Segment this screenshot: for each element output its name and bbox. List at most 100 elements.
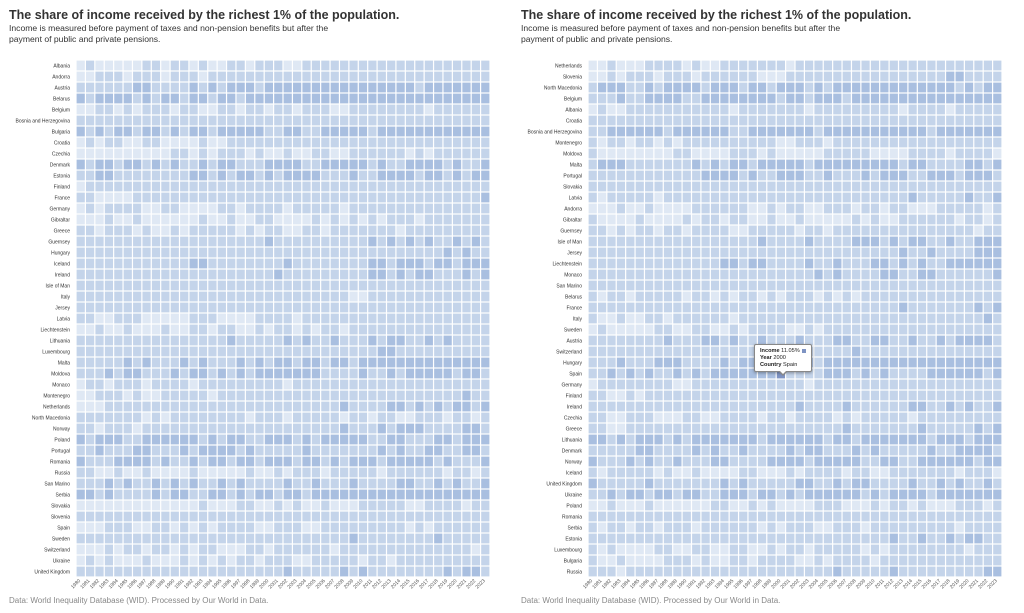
heatmap-cell[interactable] [189, 203, 198, 214]
heatmap-cell[interactable] [645, 137, 654, 148]
heatmap-cell[interactable] [330, 71, 339, 82]
heatmap-cell[interactable] [330, 401, 339, 412]
heatmap-cell[interactable] [293, 511, 302, 522]
heatmap-cell[interactable] [349, 291, 358, 302]
heatmap-cell[interactable] [917, 357, 927, 368]
heatmap-cell[interactable] [598, 247, 607, 258]
heatmap-cell[interactable] [964, 500, 974, 511]
heatmap-cell[interactable] [786, 159, 795, 170]
heatmap-cell[interactable] [236, 456, 245, 467]
heatmap-cell[interactable] [236, 368, 245, 379]
heatmap-cell[interactable] [880, 170, 889, 181]
heatmap-cell[interactable] [302, 104, 311, 115]
heatmap-cell[interactable] [349, 280, 358, 291]
heatmap-cell[interactable] [180, 412, 189, 423]
heatmap-cell[interactable] [227, 71, 236, 82]
heatmap-cell[interactable] [795, 401, 804, 412]
heatmap-cell[interactable] [104, 368, 114, 379]
heatmap-cell[interactable] [692, 379, 701, 390]
heatmap-cell[interactable] [757, 522, 767, 533]
heatmap-cell[interactable] [842, 291, 851, 302]
heatmap-cell[interactable] [227, 115, 236, 126]
heatmap-cell[interactable] [748, 71, 757, 82]
heatmap-cell[interactable] [86, 379, 95, 390]
heatmap-cell[interactable] [293, 467, 302, 478]
heatmap-cell[interactable] [245, 258, 255, 269]
heatmap-cell[interactable] [833, 401, 842, 412]
heatmap-cell[interactable] [86, 390, 95, 401]
heatmap-cell[interactable] [673, 104, 682, 115]
heatmap-cell[interactable] [340, 71, 349, 82]
heatmap-cell[interactable] [311, 192, 321, 203]
heatmap-cell[interactable] [434, 434, 443, 445]
heatmap-cell[interactable] [170, 181, 179, 192]
heatmap-cell[interactable] [692, 291, 701, 302]
heatmap-cell[interactable] [861, 522, 870, 533]
heatmap-cell[interactable] [663, 280, 673, 291]
heatmap-cell[interactable] [682, 544, 691, 555]
heatmap-cell[interactable] [786, 379, 795, 390]
heatmap-cell[interactable] [170, 82, 179, 93]
heatmap-cell[interactable] [993, 203, 1002, 214]
heatmap-cell[interactable] [889, 379, 898, 390]
heatmap-cell[interactable] [616, 478, 626, 489]
heatmap-cell[interactable] [823, 280, 833, 291]
heatmap-cell[interactable] [293, 214, 302, 225]
heatmap-cell[interactable] [842, 346, 851, 357]
heatmap-cell[interactable] [208, 434, 217, 445]
heatmap-cell[interactable] [692, 335, 701, 346]
heatmap-cell[interactable] [302, 401, 311, 412]
heatmap-cell[interactable] [95, 225, 104, 236]
heatmap-cell[interactable] [255, 346, 264, 357]
heatmap-cell[interactable] [434, 368, 443, 379]
heatmap-cell[interactable] [682, 566, 691, 577]
heatmap-cell[interactable] [321, 500, 330, 511]
heatmap-cell[interactable] [302, 489, 311, 500]
heatmap-cell[interactable] [443, 522, 452, 533]
heatmap-cell[interactable] [748, 236, 757, 247]
heatmap-cell[interactable] [368, 357, 377, 368]
heatmap-cell[interactable] [946, 467, 955, 478]
heatmap-cell[interactable] [311, 302, 321, 313]
heatmap-cell[interactable] [936, 137, 945, 148]
heatmap-cell[interactable] [588, 148, 597, 159]
heatmap-cell[interactable] [739, 566, 748, 577]
heatmap-cell[interactable] [434, 115, 443, 126]
heatmap-cell[interactable] [682, 192, 691, 203]
heatmap-cell[interactable] [710, 181, 720, 192]
heatmap-cell[interactable] [349, 379, 358, 390]
heatmap-cell[interactable] [635, 302, 644, 313]
heatmap-cell[interactable] [899, 456, 908, 467]
heatmap-cell[interactable] [607, 566, 616, 577]
heatmap-cell[interactable] [852, 423, 861, 434]
heatmap-cell[interactable] [786, 148, 795, 159]
heatmap-cell[interactable] [663, 313, 673, 324]
heatmap-cell[interactable] [870, 148, 880, 159]
heatmap-cell[interactable] [198, 412, 208, 423]
heatmap-cell[interactable] [142, 467, 151, 478]
heatmap-cell[interactable] [814, 148, 823, 159]
heatmap-cell[interactable] [443, 225, 452, 236]
heatmap-cell[interactable] [654, 412, 663, 423]
heatmap-cell[interactable] [180, 258, 189, 269]
heatmap-cell[interactable] [946, 159, 955, 170]
heatmap-cell[interactable] [720, 159, 729, 170]
heatmap-cell[interactable] [692, 225, 701, 236]
heatmap-cell[interactable] [654, 544, 663, 555]
heatmap-cell[interactable] [889, 401, 898, 412]
heatmap-cell[interactable] [236, 236, 245, 247]
heatmap-cell[interactable] [917, 390, 927, 401]
heatmap-cell[interactable] [443, 544, 452, 555]
heatmap-cell[interactable] [964, 467, 974, 478]
heatmap-cell[interactable] [993, 280, 1002, 291]
heatmap-cell[interactable] [889, 478, 898, 489]
heatmap-cell[interactable] [123, 500, 132, 511]
heatmap-cell[interactable] [424, 423, 433, 434]
heatmap-cell[interactable] [682, 456, 691, 467]
heatmap-cell[interactable] [852, 236, 861, 247]
heatmap-cell[interactable] [955, 203, 964, 214]
heatmap-cell[interactable] [936, 324, 945, 335]
heatmap-cell[interactable] [936, 159, 945, 170]
heatmap-cell[interactable] [349, 390, 358, 401]
heatmap-cell[interactable] [321, 324, 330, 335]
